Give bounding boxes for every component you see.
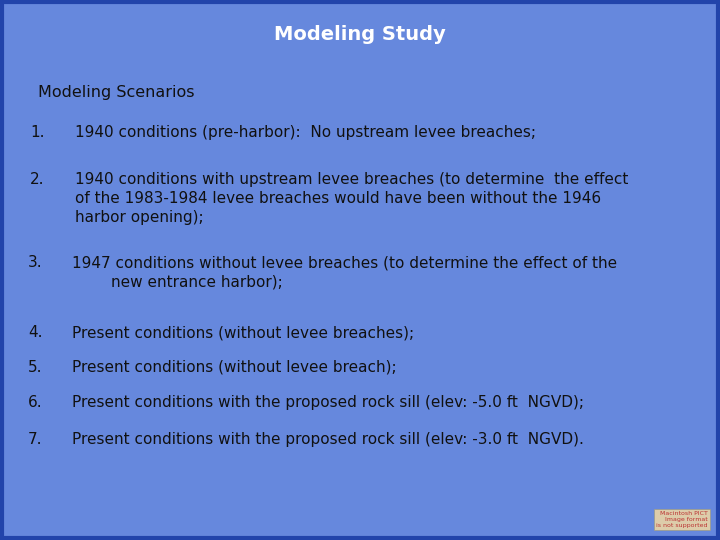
Text: 4.: 4. bbox=[28, 325, 42, 340]
Text: 1.: 1. bbox=[30, 125, 45, 140]
Text: Modeling Study: Modeling Study bbox=[274, 25, 446, 44]
Text: 5.: 5. bbox=[28, 360, 42, 375]
Text: 2.: 2. bbox=[30, 172, 45, 187]
Text: Present conditions with the proposed rock sill (elev: -3.0 ft  NGVD).: Present conditions with the proposed roc… bbox=[72, 432, 584, 447]
Text: 1940 conditions (pre-harbor):  No upstream levee breaches;: 1940 conditions (pre-harbor): No upstrea… bbox=[75, 125, 536, 140]
Text: Macintosh PICT
Image format
is not supported: Macintosh PICT Image format is not suppo… bbox=[657, 511, 708, 528]
Text: 1947 conditions without levee breaches (to determine the effect of the
        n: 1947 conditions without levee breaches (… bbox=[72, 255, 617, 289]
Text: Modeling Scenarios: Modeling Scenarios bbox=[38, 85, 194, 100]
Text: 3.: 3. bbox=[28, 255, 42, 270]
Text: Present conditions with the proposed rock sill (elev: -5.0 ft  NGVD);: Present conditions with the proposed roc… bbox=[72, 395, 584, 410]
Text: 6.: 6. bbox=[28, 395, 42, 410]
Text: 1940 conditions with upstream levee breaches (to determine  the effect
of the 19: 1940 conditions with upstream levee brea… bbox=[75, 172, 629, 225]
Text: Present conditions (without levee breach);: Present conditions (without levee breach… bbox=[72, 360, 397, 375]
Text: Present conditions (without levee breaches);: Present conditions (without levee breach… bbox=[72, 325, 414, 340]
Text: 7.: 7. bbox=[28, 432, 42, 447]
